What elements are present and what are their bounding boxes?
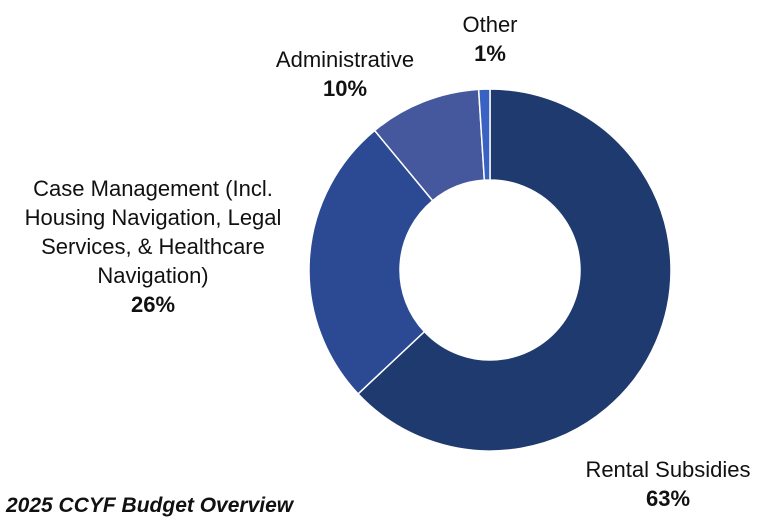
slice-name: Rental Subsidies [585, 457, 751, 482]
slice-value: 10% [322, 76, 368, 101]
slice-name: Other [462, 12, 518, 37]
chart-title: 2025 CCYF Budget Overview [6, 494, 294, 517]
slice-label: Other 1% [430, 10, 550, 68]
slice-value: 26% [130, 292, 176, 317]
slice-value: 63% [645, 486, 691, 511]
donut-slice [477, 88, 491, 181]
slice-value: 1% [474, 41, 506, 66]
donut-slice [308, 129, 434, 395]
donut-slice [356, 88, 672, 452]
slice-label: Administrative 10% [235, 45, 455, 103]
slice-name: Case Management (Incl. Housing Navigatio… [24, 176, 282, 288]
slice-label: Case Management (Incl. Housing Navigatio… [3, 174, 303, 319]
slice-label: Rental Subsidies 63% [548, 455, 776, 513]
slice-name: Administrative [275, 47, 415, 72]
